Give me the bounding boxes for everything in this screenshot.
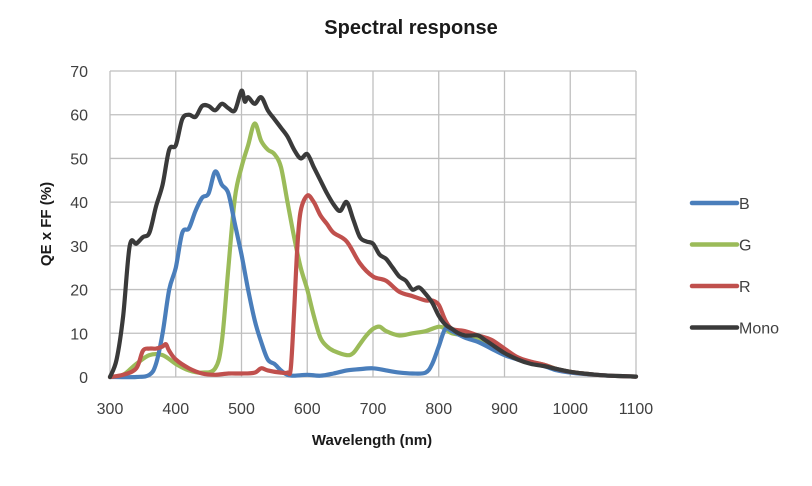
x-tick-label: 400: [162, 401, 189, 418]
y-tick-label: 0: [79, 370, 88, 387]
x-tick-label: 900: [491, 401, 518, 418]
x-tick-label: 300: [97, 401, 124, 418]
y-axis-ticks: 0 10 20 30 40 50 60 70: [70, 64, 88, 387]
legend-label: R: [739, 279, 751, 296]
y-tick-label: 30: [70, 239, 88, 256]
y-axis-label: QE x FF (%): [38, 182, 55, 266]
x-axis-ticks: 300 400 500 600 700 800 900 1000 1100: [97, 401, 654, 418]
legend: B G R Mono: [689, 196, 779, 338]
legend-item-g: G: [689, 238, 751, 255]
legend-item-mono: Mono: [689, 321, 779, 338]
legend-item-b: B: [689, 196, 750, 213]
y-tick-label: 10: [70, 326, 88, 343]
y-tick-label: 50: [70, 151, 88, 168]
x-tick-label: 1100: [619, 401, 654, 418]
legend-label: Mono: [739, 321, 779, 338]
x-axis-label: Wavelength (nm): [312, 432, 432, 449]
x-tick-label: 600: [294, 401, 321, 418]
legend-item-r: R: [689, 279, 751, 296]
series-line-mono: [107, 88, 639, 380]
y-tick-label: 40: [70, 195, 88, 212]
x-tick-label: 800: [425, 401, 452, 418]
y-tick-label: 20: [70, 283, 88, 300]
y-tick-label: 70: [70, 64, 88, 81]
series-lines: [107, 88, 639, 380]
x-tick-label: 1000: [552, 401, 588, 418]
legend-label: B: [739, 196, 750, 213]
legend-label: G: [739, 238, 751, 255]
y-tick-label: 60: [70, 108, 88, 125]
chart-title: Spectral response: [324, 17, 497, 39]
x-tick-label: 700: [360, 401, 387, 418]
x-tick-label: 500: [228, 401, 255, 418]
